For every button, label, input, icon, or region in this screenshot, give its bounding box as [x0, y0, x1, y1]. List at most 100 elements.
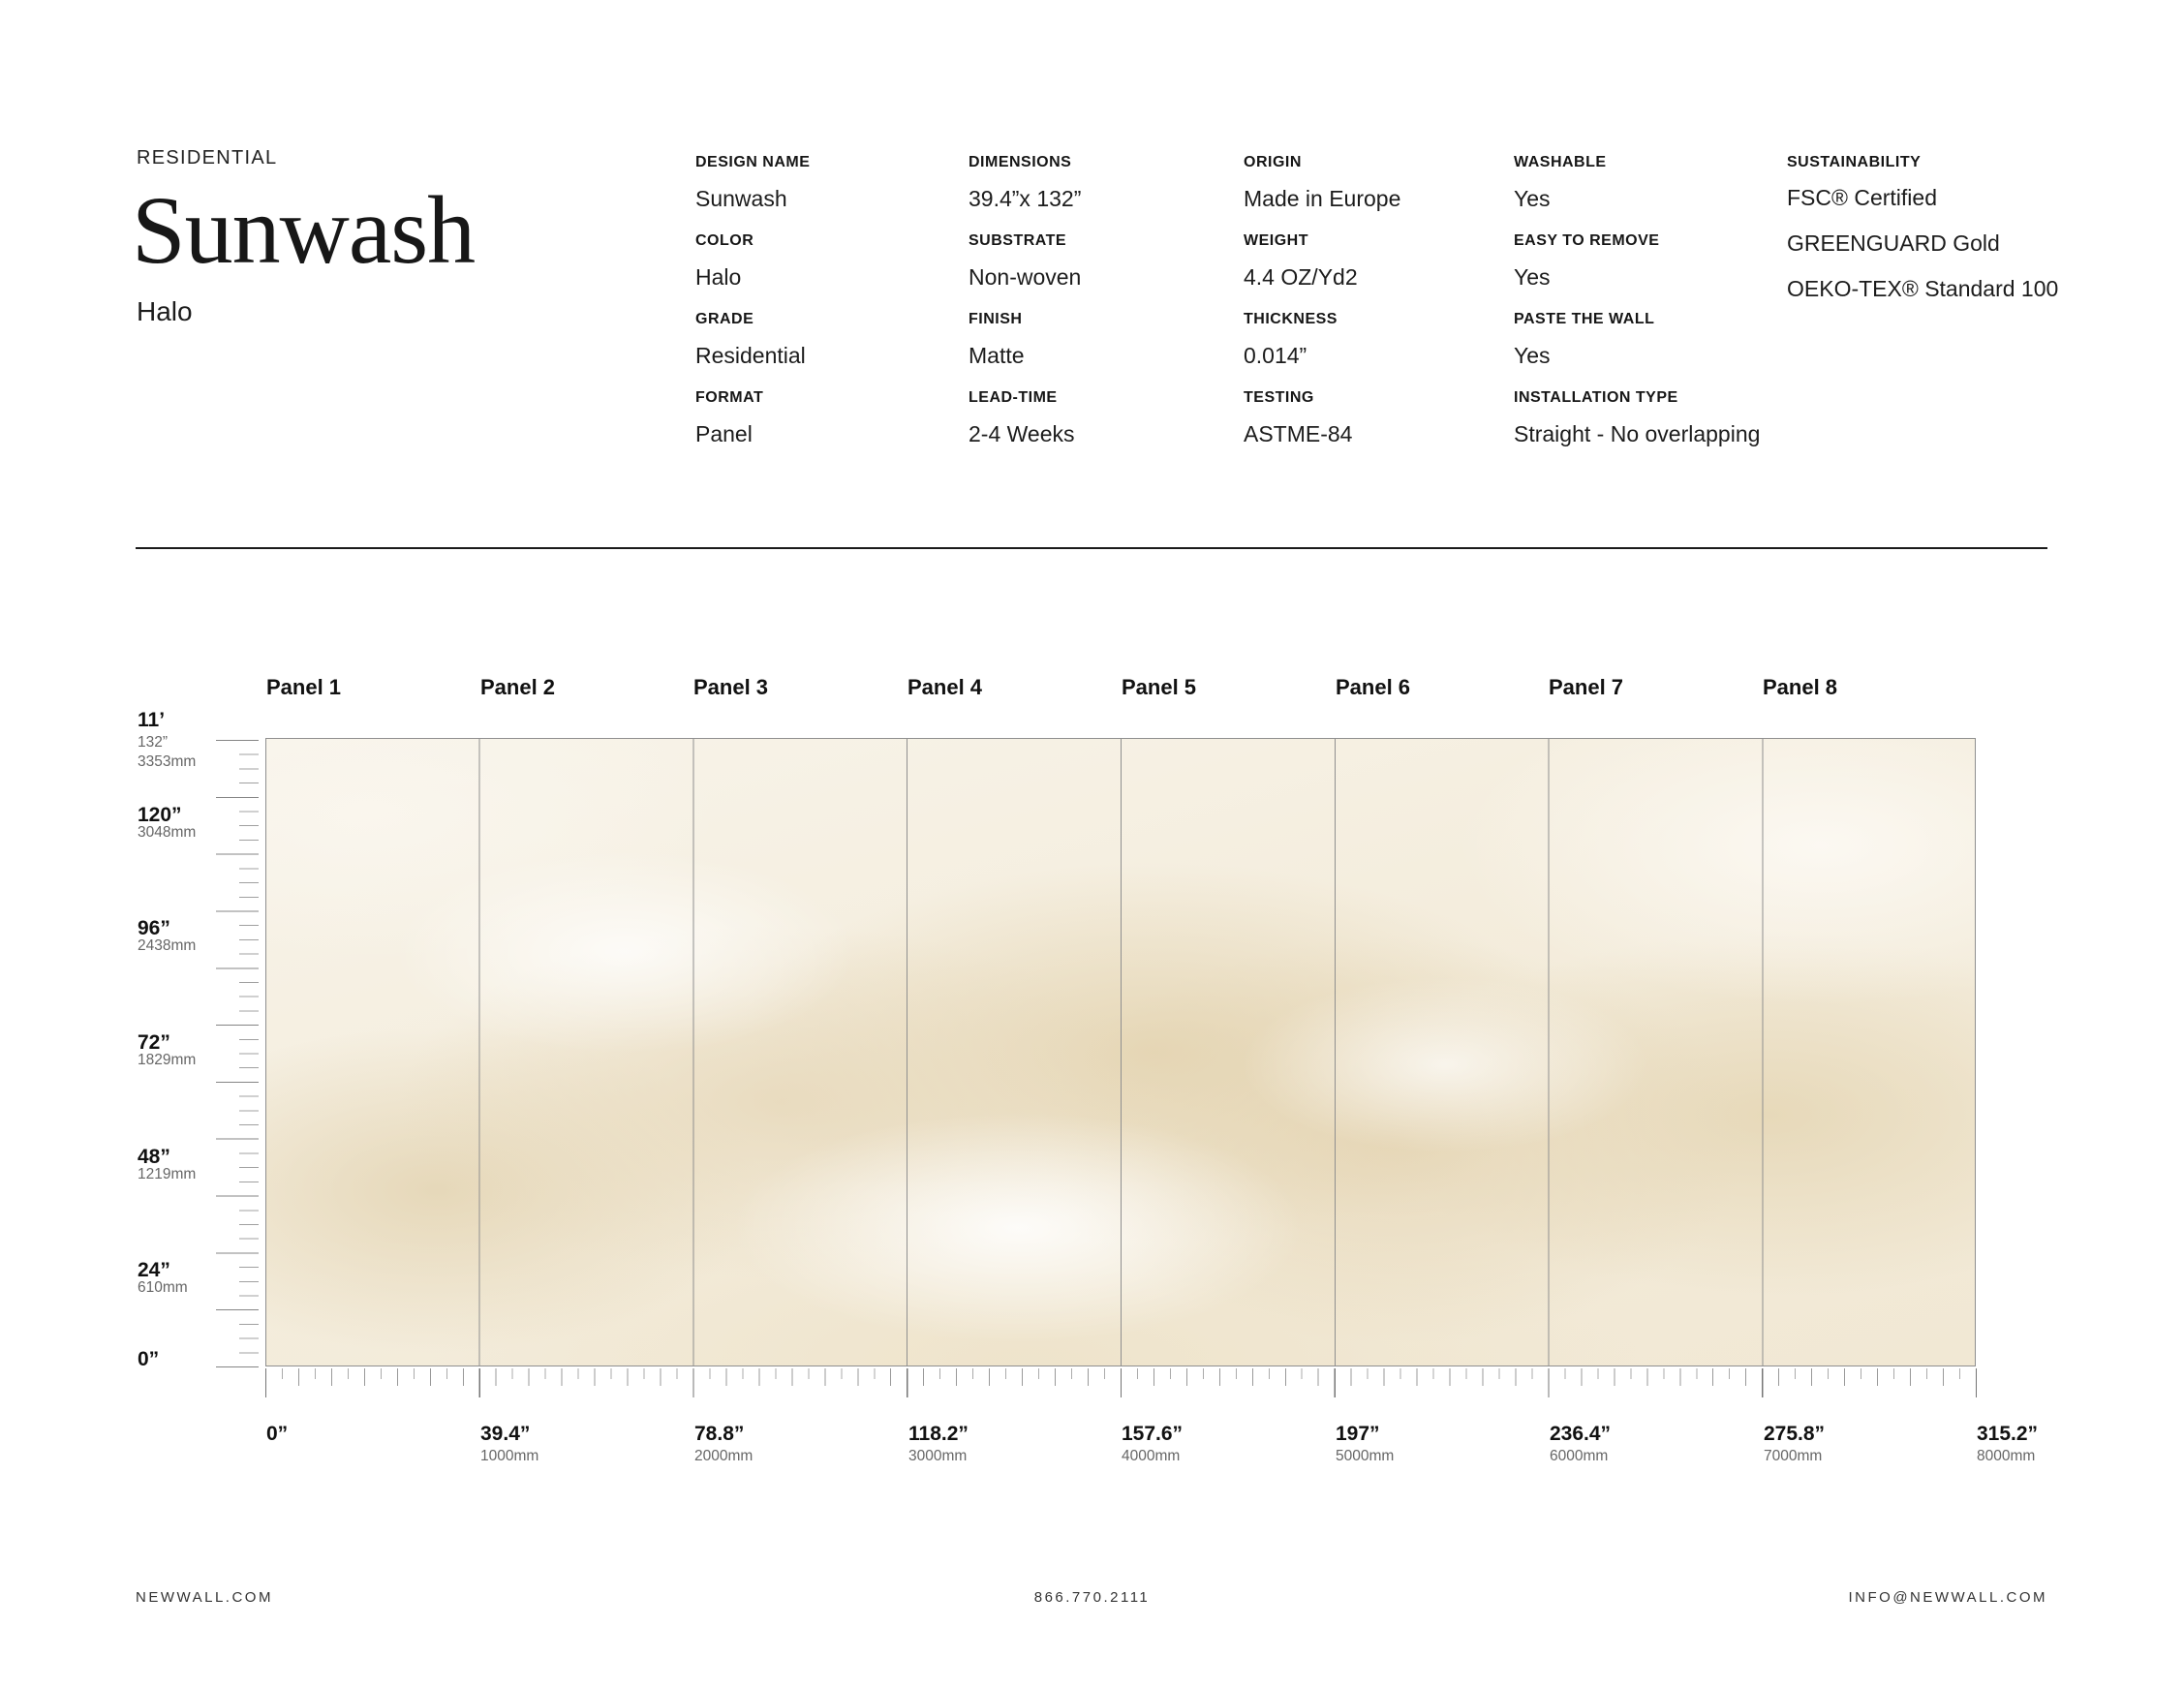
spec-item-dimensions: DIMENSIONS 39.4”x 132” [969, 155, 1232, 233]
panel-label-1: Panel 1 [266, 675, 342, 699]
footer-phone: 866.770.2111 [1033, 1589, 1151, 1606]
sustainability-cert-oekotex: OEKO-TEX® Standard 100 [1787, 276, 2059, 301]
spec-column-sustainability: SUSTAINABILITY FSC® Certified GREENGUARD… [1787, 154, 2058, 300]
spec-label: SUBSTRATE [969, 232, 1067, 249]
x-label-157-6in: 157.6” [1122, 1423, 1184, 1445]
spec-label: FORMAT [695, 389, 764, 406]
spec-item-thickness: THICKNESS 0.014” [1244, 312, 1507, 390]
spec-value: Straight - No overlapping [1514, 421, 1761, 446]
spec-item-weight: WEIGHT 4.4 OZ/Yd2 [1244, 233, 1507, 312]
spec-item-format: FORMAT Panel [695, 390, 959, 469]
spec-label: COLOR [695, 232, 754, 249]
panel-label-4: Panel 4 [907, 675, 983, 699]
spec-value: Yes [1514, 264, 1551, 290]
panel-seam-lines [266, 739, 1975, 1366]
x-label-4000mm: 4000mm [1122, 1448, 1181, 1464]
spec-label: DIMENSIONS [969, 154, 1072, 170]
x-label-1000mm: 1000mm [480, 1448, 539, 1464]
spec-column-4: WASHABLE Yes EASY TO REMOVE Yes PASTE TH… [1514, 155, 1777, 469]
spec-label: WASHABLE [1514, 154, 1607, 170]
spec-label: FINISH [969, 311, 1023, 327]
y-label-1219mm: 1219mm [138, 1166, 197, 1182]
spec-item-origin: ORIGIN Made in Europe [1244, 155, 1507, 233]
spec-value: Panel [695, 421, 753, 446]
y-label-24in: 24” [138, 1259, 170, 1281]
x-label-2000mm: 2000mm [694, 1448, 754, 1464]
spec-item-paste-the-wall: PASTE THE WALL Yes [1514, 312, 1777, 390]
spec-item-design-name: DESIGN NAME Sunwash [695, 155, 959, 233]
spec-label: DESIGN NAME [695, 154, 811, 170]
x-label-78-8in: 78.8” [694, 1423, 745, 1445]
footer-email: INFO@NEWWALL.COM [1848, 1589, 2047, 1606]
spec-item-substrate: SUBSTRATE Non-woven [969, 233, 1232, 312]
spec-value: ASTME-84 [1244, 421, 1353, 446]
y-label-2438mm: 2438mm [138, 937, 197, 954]
spec-column-2: DIMENSIONS 39.4”x 132” SUBSTRATE Non-wov… [969, 155, 1232, 469]
y-label-11ft: 11’ [138, 709, 166, 731]
x-label-197in: 197” [1336, 1423, 1380, 1445]
spec-value: 0.014” [1244, 343, 1307, 368]
spec-label: EASY TO REMOVE [1514, 232, 1660, 249]
spec-column-3: ORIGIN Made in Europe WEIGHT 4.4 OZ/Yd2 … [1244, 155, 1507, 469]
y-label-3353mm: 3353mm [138, 753, 197, 770]
x-label-0in: 0” [266, 1423, 289, 1445]
spec-value: Non-woven [969, 264, 1082, 290]
spec-item-grade: GRADE Residential [695, 312, 959, 390]
panel-label-5: Panel 5 [1122, 675, 1197, 699]
panel-label-2: Panel 2 [480, 675, 556, 699]
category-label: RESIDENTIAL [137, 147, 278, 169]
spec-value: 39.4”x 132” [969, 186, 1082, 211]
spec-item-washable: WASHABLE Yes [1514, 155, 1777, 233]
x-label-8000mm: 8000mm [1977, 1448, 2036, 1464]
x-label-6000mm: 6000mm [1550, 1448, 1609, 1464]
page-title: Sunwash [132, 176, 476, 284]
y-label-3048mm: 3048mm [138, 824, 197, 841]
spec-value: Yes [1514, 343, 1551, 368]
header-divider-line [136, 547, 2047, 549]
spec-label: TESTING [1244, 389, 1314, 406]
footer-website: NEWWALL.COM [136, 1589, 273, 1606]
y-label-132in: 132” [138, 734, 169, 751]
y-ruler-ticks [216, 740, 259, 1368]
spec-label: GRADE [695, 311, 754, 327]
x-label-7000mm: 7000mm [1764, 1448, 1823, 1464]
x-label-3000mm: 3000mm [908, 1448, 968, 1464]
x-label-315-2in: 315.2” [1977, 1423, 2039, 1445]
x-label-5000mm: 5000mm [1336, 1448, 1395, 1464]
spec-item-testing: TESTING ASTME-84 [1244, 390, 1507, 469]
spec-label: ORIGIN [1244, 154, 1302, 170]
panel-label-3: Panel 3 [693, 675, 769, 699]
spec-label: SUSTAINABILITY [1787, 154, 1922, 170]
x-label-236-4in: 236.4” [1550, 1423, 1612, 1445]
y-label-72in: 72” [138, 1031, 170, 1054]
panel-label-6: Panel 6 [1336, 675, 1411, 699]
spec-value: Residential [695, 343, 806, 368]
spec-value: Made in Europe [1244, 186, 1401, 211]
color-name-subtitle: Halo [137, 296, 193, 326]
spec-label: WEIGHT [1244, 232, 1308, 249]
y-label-120in: 120” [138, 804, 182, 826]
spec-value: Sunwash [695, 186, 787, 211]
spec-item-lead-time: LEAD-TIME 2-4 Weeks [969, 390, 1232, 469]
panel-label-7: Panel 7 [1549, 675, 1624, 699]
spec-item-easy-to-remove: EASY TO REMOVE Yes [1514, 233, 1777, 312]
spec-label: PASTE THE WALL [1514, 311, 1655, 327]
spec-column-1: DESIGN NAME Sunwash COLOR Halo GRADE Res… [695, 155, 959, 469]
sustainability-cert-greenguard: GREENGUARD Gold [1787, 230, 2000, 256]
y-label-0in: 0” [138, 1348, 160, 1370]
x-ruler-ticks [265, 1368, 1978, 1399]
spec-item-color: COLOR Halo [695, 233, 959, 312]
x-label-118-2in: 118.2” [908, 1423, 969, 1445]
y-label-1829mm: 1829mm [138, 1052, 197, 1068]
y-label-610mm: 610mm [138, 1279, 188, 1296]
wallpaper-preview-image [265, 738, 1976, 1366]
spec-label: LEAD-TIME [969, 389, 1058, 406]
y-label-96in: 96” [138, 917, 170, 939]
panel-label-8: Panel 8 [1763, 675, 1838, 699]
sustainability-cert-fsc: FSC® Certified [1787, 185, 1937, 210]
spec-value: Halo [695, 264, 742, 290]
spec-item-finish: FINISH Matte [969, 312, 1232, 390]
spec-value: Matte [969, 343, 1025, 368]
x-label-39-4in: 39.4” [480, 1423, 531, 1445]
